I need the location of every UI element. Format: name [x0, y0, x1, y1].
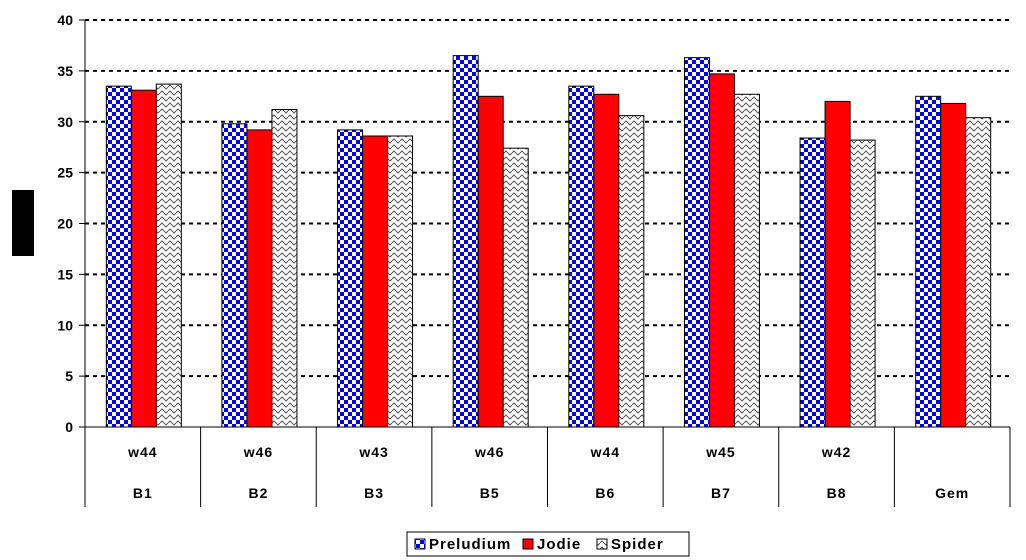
bar-preludium [105, 85, 132, 428]
y-tick-label: 30 [57, 114, 73, 130]
axes [84, 20, 1011, 507]
x-label-category: B7 [711, 485, 731, 501]
y-tick-label: 35 [57, 63, 73, 79]
legend-swatch-preludium [414, 538, 426, 550]
bar-spider [849, 139, 876, 428]
y-tick-label: 25 [57, 165, 73, 181]
bar-preludium [452, 55, 479, 428]
bar-spider [618, 115, 645, 428]
y-tick-label: 15 [57, 266, 73, 282]
bar-jodie [824, 100, 851, 428]
x-label-week: w45 [705, 444, 735, 460]
x-label-week: w43 [358, 444, 388, 460]
x-label-week: w42 [821, 444, 851, 460]
x-label-category: B2 [248, 485, 268, 501]
y-tick-label: 40 [57, 12, 73, 28]
bar-spider [387, 135, 414, 428]
x-axis-labels: w44 B1 w46 B2 w43 B3 w46 B5 w44 B6 w45 B7 w42 B8 Gem [127, 444, 969, 501]
bar-spider [271, 109, 298, 428]
y-axis-title-marker [12, 190, 34, 256]
legend-swatch-jodie [522, 538, 534, 550]
bar-preludium [799, 137, 826, 428]
legend-label-preludium: Preludium [429, 536, 511, 553]
y-tick-label: 5 [65, 368, 73, 384]
bar-jodie [593, 93, 620, 428]
bar-jodie [246, 129, 273, 428]
bar-spider [155, 83, 182, 428]
legend-label-jodie: Jodie [537, 536, 581, 553]
bar-jodie [477, 95, 504, 428]
bar-preludium [221, 123, 248, 428]
legend-box [406, 531, 690, 557]
bar-preludium [915, 95, 942, 428]
legend: Preludium Jodie Spider [406, 531, 690, 557]
x-label-category: B3 [364, 485, 384, 501]
x-label-category: B8 [827, 485, 847, 501]
bar-jodie [130, 89, 157, 428]
bar-jodie [362, 135, 389, 428]
legend-label-spider: Spider [611, 536, 664, 553]
bar-jodie [940, 102, 967, 428]
y-tick-label: 0 [65, 419, 73, 435]
bar-spider [502, 147, 529, 428]
x-label-week: w46 [243, 444, 273, 460]
bar-spider [965, 117, 992, 428]
bar-spider [733, 93, 760, 428]
x-label-week: w46 [474, 444, 504, 460]
x-label-category: B1 [133, 485, 153, 501]
legend-swatch-spider [596, 538, 608, 550]
x-label-week: w44 [127, 444, 157, 460]
y-tick-label: 10 [57, 317, 73, 333]
x-label-category: B5 [480, 485, 500, 501]
x-label-category: B6 [595, 485, 615, 501]
bar-preludium [683, 57, 710, 428]
bars [105, 55, 992, 428]
x-label-week: w44 [590, 444, 620, 460]
x-label-category: Gem [935, 485, 969, 501]
y-axis-ticks: 0 5 10 15 20 25 30 35 40 [57, 12, 85, 435]
bar-preludium [568, 85, 595, 428]
y-tick-label: 20 [57, 216, 73, 232]
bar-preludium [337, 129, 364, 428]
bar-jodie [708, 73, 735, 428]
